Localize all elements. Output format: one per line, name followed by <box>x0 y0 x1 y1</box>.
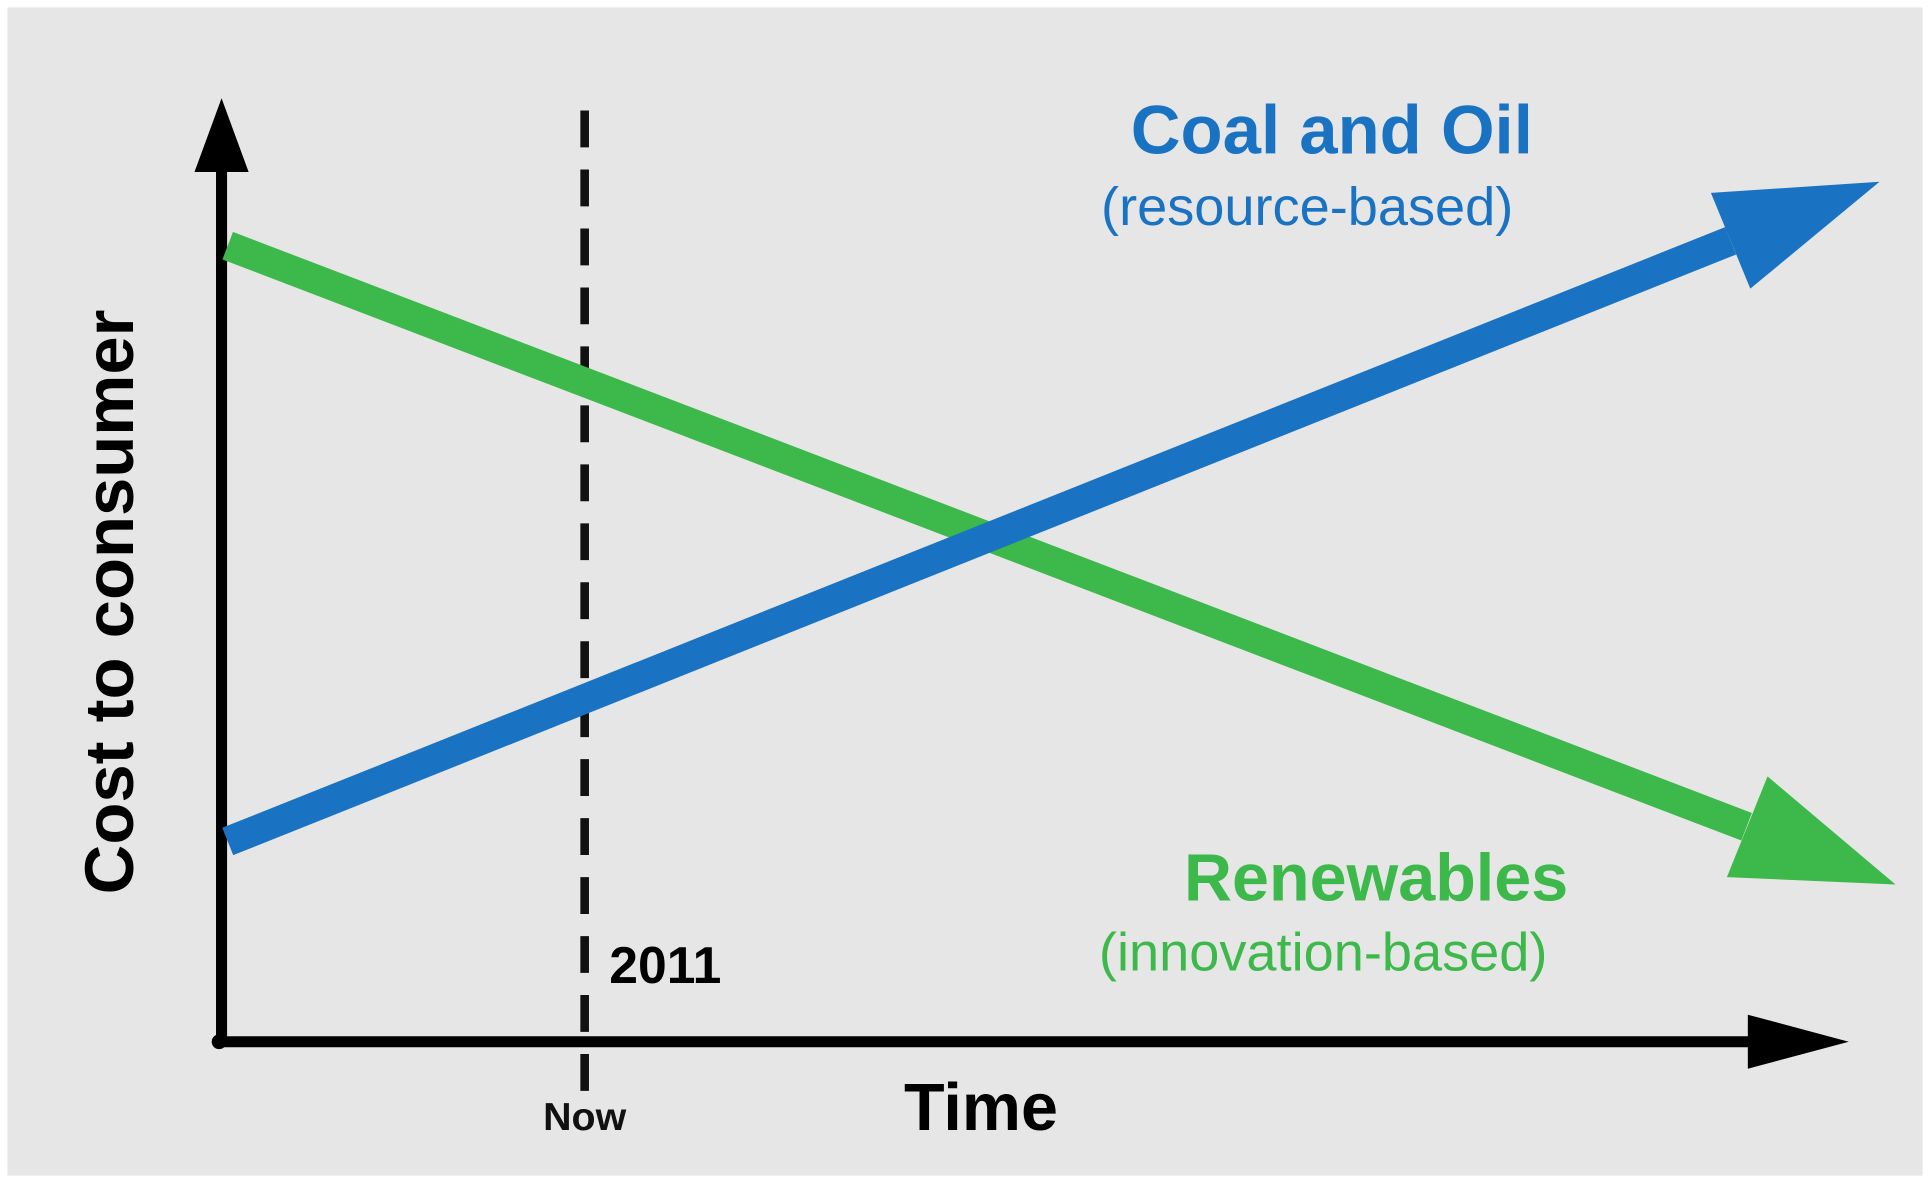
renewables-arrow <box>1726 776 1896 885</box>
coal-oil-subtitle: (resource-based) <box>1101 177 1513 237</box>
coal-oil-arrow <box>1710 181 1880 289</box>
x-axis-arrow <box>1747 1014 1849 1069</box>
year-label: 2011 <box>609 936 721 994</box>
background <box>7 7 1923 1176</box>
coal-oil-line <box>222 227 1737 856</box>
y-axis-arrow <box>194 98 249 172</box>
now-label: Now <box>543 1095 627 1139</box>
renewables-subtitle: (innovation-based) <box>1099 923 1547 983</box>
coal-oil-title: Coal and Oil <box>1131 92 1533 169</box>
x-axis-label: Time <box>904 1071 1058 1145</box>
origin <box>211 1034 227 1050</box>
renewables-title: Renewables <box>1184 842 1568 916</box>
y-axis-label: Cost to consumer <box>71 310 148 895</box>
